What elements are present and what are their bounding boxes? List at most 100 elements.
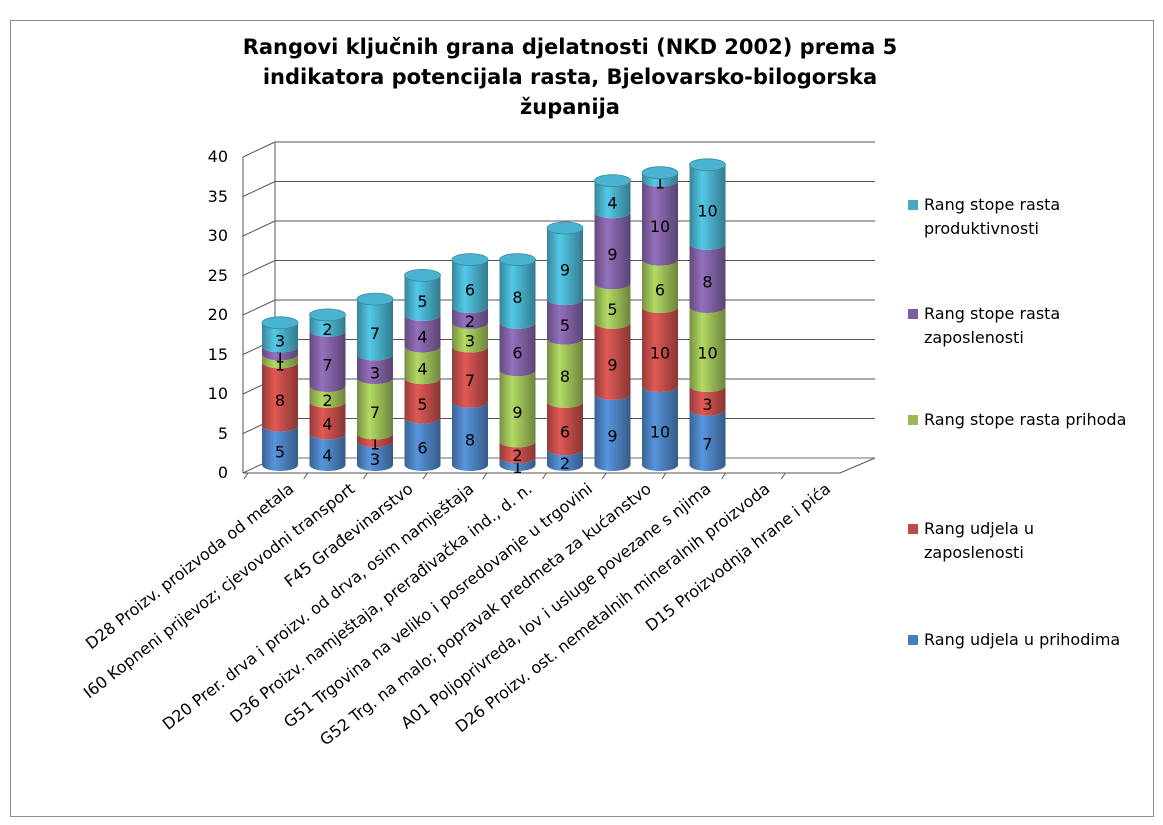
bar-segment xyxy=(452,322,488,353)
data-label: 5 xyxy=(417,395,427,414)
bar-top-cap xyxy=(261,316,299,330)
x-tick-mark xyxy=(721,472,727,480)
data-label: 3 xyxy=(370,363,380,382)
data-label: 2 xyxy=(560,454,570,473)
data-label: 2 xyxy=(512,446,522,465)
bar-segment xyxy=(404,346,441,385)
bar-segment xyxy=(689,307,726,392)
bar-segment xyxy=(262,346,298,361)
bar-top-cap xyxy=(451,253,489,267)
bar-segment xyxy=(262,362,298,432)
bar-segment xyxy=(689,164,726,250)
bar-segment xyxy=(547,338,583,408)
y-tick-label: 40 xyxy=(207,147,228,166)
x-tick-mark xyxy=(422,472,428,480)
bar-segment xyxy=(594,283,631,329)
data-label: 9 xyxy=(607,355,617,374)
bar-segment xyxy=(547,449,583,471)
bar-segment xyxy=(404,314,441,353)
bar-segment xyxy=(452,401,488,471)
bar-segment xyxy=(642,259,678,313)
bar-segment xyxy=(642,180,678,266)
bar-top-cap xyxy=(356,292,394,306)
bar-top-cap xyxy=(309,308,346,322)
data-label: 10 xyxy=(697,201,717,220)
bar-segment xyxy=(404,417,441,471)
data-label: 4 xyxy=(322,446,332,465)
y-tick-label: 25 xyxy=(207,265,228,285)
bar-segment xyxy=(404,275,441,321)
data-label: 6 xyxy=(465,280,475,299)
bar-segment xyxy=(452,346,488,408)
data-label: 6 xyxy=(655,280,665,299)
x-tick-mark xyxy=(243,472,249,480)
side-gridline xyxy=(242,260,276,276)
bar-segment xyxy=(262,322,298,353)
data-label: 10 xyxy=(650,423,670,442)
bar-segment xyxy=(594,212,631,290)
bar-top-cap xyxy=(546,221,584,235)
data-label: 9 xyxy=(512,403,522,422)
legend-label: Rang stope rasta prihoda xyxy=(924,410,1127,429)
bar-segment xyxy=(262,425,298,471)
data-label: 5 xyxy=(417,292,427,311)
data-label: 8 xyxy=(512,288,522,307)
bar-segment xyxy=(309,386,346,408)
y-tick-label: 5 xyxy=(217,423,228,443)
bar-segment xyxy=(594,180,631,219)
bar-segment xyxy=(689,243,726,313)
data-label: 3 xyxy=(465,332,475,351)
data-label: 1 xyxy=(655,174,665,193)
bar-segment xyxy=(309,401,346,440)
x-tick-mark xyxy=(601,472,607,480)
data-label: 9 xyxy=(607,426,617,445)
chart-title: Rangovi ključnih grana djelatnosti (NKD … xyxy=(242,35,898,119)
data-label: 1 xyxy=(275,355,285,374)
bar-segment xyxy=(499,259,536,329)
data-label: 8 xyxy=(275,391,285,410)
bar-segment xyxy=(499,441,536,464)
bar-top-cap xyxy=(689,158,726,172)
data-label: 9 xyxy=(560,261,570,280)
bar-segment xyxy=(404,378,441,424)
bar-segment xyxy=(642,307,678,392)
bar-segment xyxy=(499,457,536,471)
bar-segment xyxy=(357,378,393,440)
legend-label: Rang udjela u zaposlenosti xyxy=(924,519,1035,562)
bar-top-cap xyxy=(404,268,441,282)
data-label: 2 xyxy=(322,320,332,339)
bar-segment xyxy=(547,228,583,306)
bar-top-cap xyxy=(499,253,536,267)
data-label: 2 xyxy=(465,312,475,331)
bar-top-cap xyxy=(594,174,631,188)
data-label: 10 xyxy=(697,344,717,363)
bar-segment xyxy=(357,299,393,361)
data-label: 6 xyxy=(417,438,427,457)
data-label: 4 xyxy=(417,328,427,347)
bar-segment xyxy=(262,354,298,369)
data-label: 7 xyxy=(465,371,475,390)
data-label: 3 xyxy=(370,450,380,469)
y-tick-label: 35 xyxy=(207,186,228,206)
data-label: 8 xyxy=(465,430,475,449)
y-tick-label: 0 xyxy=(217,463,228,482)
legend-label: Rang udjela u prihodima xyxy=(924,630,1121,649)
bar-segment xyxy=(689,409,726,471)
data-label: 4 xyxy=(607,193,617,212)
data-label: 8 xyxy=(560,367,570,386)
data-label: 6 xyxy=(560,423,570,442)
data-label: 5 xyxy=(607,300,617,319)
bar-segment xyxy=(499,322,536,377)
y-tick-label: 30 xyxy=(207,226,228,245)
data-label: 4 xyxy=(322,415,332,434)
side-gridline xyxy=(242,141,276,158)
bar-segment xyxy=(357,441,393,471)
x-tick-mark xyxy=(303,472,309,480)
data-label: 9 xyxy=(607,245,617,264)
bar-segment xyxy=(357,354,393,385)
bar-segment xyxy=(452,259,488,313)
legend-label: Rang stope rasta zaposlenosti xyxy=(924,304,1061,347)
legend-swatch xyxy=(908,524,918,534)
legend-swatch xyxy=(908,200,918,210)
